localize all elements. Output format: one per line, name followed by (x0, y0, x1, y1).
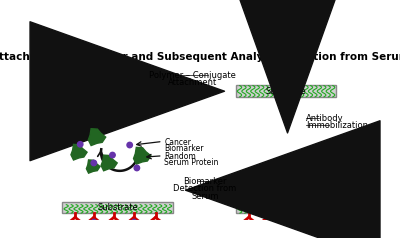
Circle shape (110, 152, 115, 158)
FancyBboxPatch shape (62, 85, 147, 97)
Polygon shape (134, 147, 151, 164)
Polygon shape (71, 144, 87, 160)
Polygon shape (86, 160, 100, 173)
Circle shape (134, 165, 140, 171)
Circle shape (78, 142, 83, 147)
Text: Serum Protein: Serum Protein (164, 158, 218, 167)
Text: Polymer – Conjugate: Polymer – Conjugate (149, 71, 236, 80)
Text: Substrate: Substrate (266, 203, 306, 212)
Circle shape (92, 219, 96, 223)
Text: Biomarker: Biomarker (164, 144, 204, 153)
Polygon shape (101, 155, 117, 171)
Text: Serum: Serum (191, 192, 219, 201)
FancyBboxPatch shape (236, 85, 336, 97)
Circle shape (127, 142, 132, 148)
Circle shape (132, 219, 136, 223)
Polygon shape (88, 129, 106, 146)
Text: Biomarker: Biomarker (183, 177, 227, 186)
Circle shape (91, 160, 96, 166)
FancyBboxPatch shape (236, 202, 336, 213)
Text: Substrate: Substrate (266, 87, 306, 96)
Text: Antibody: Antibody (306, 114, 344, 123)
Text: Substrate: Substrate (84, 87, 125, 96)
FancyBboxPatch shape (62, 202, 174, 213)
Text: Random: Random (164, 152, 196, 161)
Text: Attachment: Attachment (168, 78, 218, 87)
Text: Cancer: Cancer (164, 138, 191, 147)
Text: Substrate: Substrate (98, 203, 138, 212)
Text: Attachment of Polymer and Subsequent Analyte Detection from Serum: Attachment of Polymer and Subsequent Ana… (0, 52, 400, 62)
Text: Detection from: Detection from (173, 184, 237, 193)
Text: Immobilization: Immobilization (306, 121, 368, 130)
